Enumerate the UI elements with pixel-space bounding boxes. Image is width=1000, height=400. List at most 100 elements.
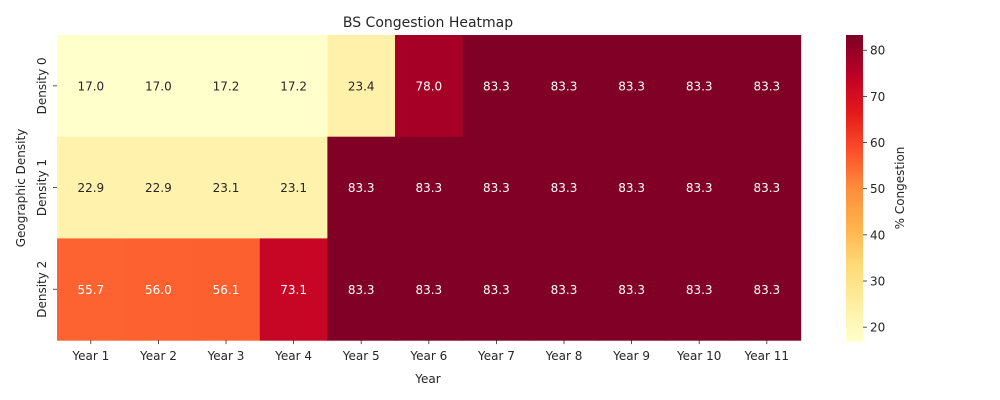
heatmap-cell xyxy=(530,35,599,138)
colorbar-segment xyxy=(846,159,863,164)
colorbar-segment xyxy=(846,290,863,294)
colorbar-segment xyxy=(846,188,863,192)
colorbar-segment xyxy=(846,91,863,95)
cell-value-label: 56.0 xyxy=(145,283,172,297)
colorbar-segment xyxy=(846,137,863,141)
heatmap-cell xyxy=(259,35,328,138)
x-axis-label: Year xyxy=(414,372,440,386)
colorbar-segment xyxy=(846,223,863,227)
colorbar-segment xyxy=(846,300,863,304)
cell-value-label: 17.0 xyxy=(77,79,104,93)
heatmap-cell xyxy=(395,238,464,341)
colorbar-segment xyxy=(846,177,863,181)
colorbar-segment xyxy=(846,108,863,113)
heatmap-cell xyxy=(259,136,328,239)
colorbar-segment xyxy=(846,272,863,276)
heatmap-cell xyxy=(395,35,464,138)
colorbar-segment xyxy=(846,226,863,230)
colorbar-segment xyxy=(846,149,863,153)
colorbar-segment xyxy=(846,330,863,334)
colorbar-segment xyxy=(846,50,863,54)
heatmap-cell xyxy=(597,136,666,239)
heatmap-cell xyxy=(530,136,599,239)
colorbar-segment xyxy=(846,335,863,340)
y-axis-ticks: Density 0 Density 1 Density 2 xyxy=(35,57,57,318)
colorbar-segment xyxy=(846,315,863,319)
colorbar-segment xyxy=(846,152,863,156)
colorbar-segment xyxy=(846,185,863,189)
colorbar-segment xyxy=(846,172,863,176)
colorbar-segment xyxy=(846,134,863,138)
heatmap-cell xyxy=(124,238,193,341)
colorbar-segment xyxy=(846,338,863,342)
colorbar-segment xyxy=(846,295,863,299)
colorbar-segment xyxy=(846,111,863,115)
colorbar-segment xyxy=(846,165,863,169)
colorbar-segment xyxy=(846,60,863,64)
colorbar-segment xyxy=(846,35,863,39)
cell-value-label: 83.3 xyxy=(753,283,780,297)
colorbar-segment xyxy=(846,228,863,232)
cell-value-label: 83.3 xyxy=(551,181,578,195)
heatmap-cell xyxy=(192,35,261,138)
colorbar-segment xyxy=(846,297,863,301)
colorbar-segment xyxy=(846,57,863,62)
colorbar-segment xyxy=(846,42,863,46)
heatmap-cells: 17.0 17.0 17.2 17.2 23.4 78.0 83.3 83.3 83.3 83.3… xyxy=(57,35,802,341)
colorbar-segment xyxy=(846,310,863,314)
colorbar-tick-label: 40 xyxy=(870,228,885,242)
heatmap-cell xyxy=(259,238,328,341)
colorbar-segment xyxy=(846,175,863,179)
colorbar-segment xyxy=(846,274,863,278)
x-tick-label: Year 10 xyxy=(676,349,722,363)
colorbar-segment xyxy=(846,86,863,90)
x-tick-label: Year 6 xyxy=(409,349,447,363)
colorbar-segment xyxy=(846,218,863,222)
colorbar-segment xyxy=(846,144,863,148)
colorbar-tick-label: 30 xyxy=(870,275,885,289)
heatmap-cell xyxy=(665,238,734,341)
colorbar-segment xyxy=(846,318,863,322)
colorbar-segment xyxy=(846,182,863,187)
colorbar-segment xyxy=(846,101,863,105)
colorbar-segment xyxy=(846,103,863,107)
colorbar-segment xyxy=(846,264,863,268)
colorbar-segment xyxy=(846,65,863,69)
cell-value-label: 83.3 xyxy=(415,181,442,195)
cell-value-label: 22.9 xyxy=(77,181,104,195)
colorbar-segment xyxy=(846,124,863,128)
colorbar-segment xyxy=(846,259,863,263)
colorbar-segment xyxy=(846,312,863,317)
heatmap-cell xyxy=(57,238,126,341)
colorbar-tick-label: 70 xyxy=(870,90,885,104)
heatmap-cell xyxy=(665,35,734,138)
colorbar-segment xyxy=(846,121,863,125)
colorbar-segment xyxy=(846,277,863,281)
y-axis-label: Geographic Density xyxy=(14,129,28,248)
heatmap-cell xyxy=(124,35,193,138)
colorbar-segment xyxy=(846,157,863,161)
colorbar-segment xyxy=(846,78,863,82)
heatmap-cell xyxy=(57,136,126,239)
cell-value-label: 83.3 xyxy=(618,181,645,195)
colorbar-segment xyxy=(846,162,863,166)
cell-value-label: 56.1 xyxy=(213,283,240,297)
colorbar-segment xyxy=(846,47,863,51)
chart-title: BS Congestion Heatmap xyxy=(343,15,513,31)
heatmap-cell xyxy=(733,136,802,239)
x-tick-label: Year 8 xyxy=(545,349,583,363)
cell-value-label: 83.3 xyxy=(551,79,578,93)
colorbar-segment xyxy=(846,323,863,327)
heatmap-cell xyxy=(597,35,666,138)
heatmap-cell xyxy=(192,136,261,239)
colorbar-segment xyxy=(846,180,863,184)
heatmap-cell xyxy=(733,35,802,138)
colorbar-segment xyxy=(846,119,863,123)
y-tick-label: Density 2 xyxy=(35,261,49,318)
colorbar: 20 30 40 50 60 70 80 xyxy=(846,35,885,342)
colorbar-segment xyxy=(846,241,863,245)
heatmap-cell xyxy=(124,136,193,239)
cell-value-label: 55.7 xyxy=(77,283,104,297)
colorbar-tick-label: 50 xyxy=(870,182,885,196)
